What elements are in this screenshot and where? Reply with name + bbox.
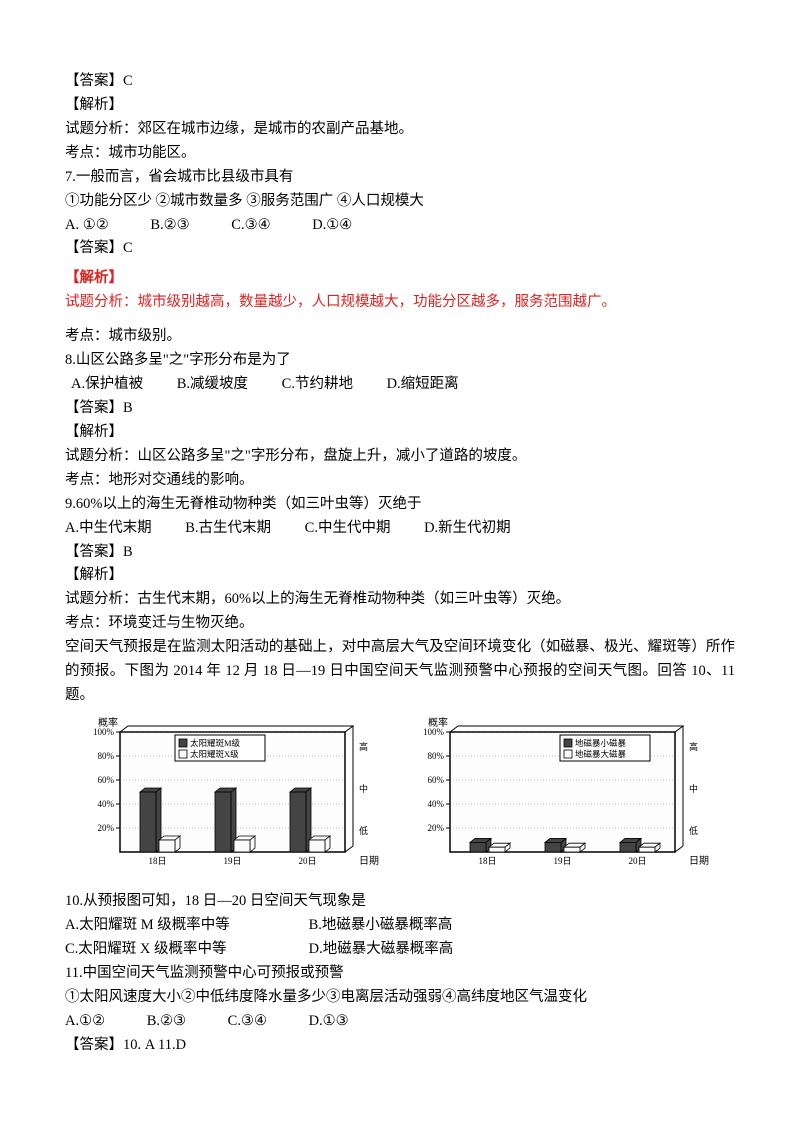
q7-stem: 7.一般而言，省会城市比县级市具有 bbox=[65, 166, 735, 190]
svg-text:80%: 80% bbox=[98, 751, 115, 761]
svg-text:20%: 20% bbox=[98, 823, 115, 833]
svg-text:概率: 概率 bbox=[98, 716, 118, 729]
svg-text:地磁暴小磁暴: 地磁暴小磁暴 bbox=[575, 738, 627, 748]
svg-text:中: 中 bbox=[689, 783, 698, 794]
svg-text:日期: 日期 bbox=[689, 855, 709, 867]
q11-opt-b: B.②③ bbox=[147, 1010, 186, 1034]
svg-text:19日: 19日 bbox=[553, 856, 571, 866]
q9-keypoint: 考点：环境变迁与生物灭绝。 bbox=[65, 612, 735, 636]
passage-q10-11: 空间天气预报是在监测太阳活动的基础上，对中高层大气及空间环境变化（如磁暴、极光、… bbox=[65, 636, 735, 708]
q7-explain-text: 试题分析：城市级别越高，数量越少，人口规模越大，功能分区越多，服务范围越广。 bbox=[65, 291, 735, 315]
q8-explain-head: 【解析】 bbox=[65, 421, 735, 445]
q9-stem: 9.60%以上的海生无脊椎动物种类（如三叶虫等）灭绝于 bbox=[65, 493, 735, 517]
svg-text:40%: 40% bbox=[428, 799, 445, 809]
svg-text:太阳耀斑X级: 太阳耀斑X级 bbox=[190, 749, 239, 759]
q7-options-line: ①功能分区少 ②城市数量多 ③服务范围广 ④人口规模大 bbox=[65, 190, 735, 214]
svg-text:低: 低 bbox=[689, 825, 698, 836]
svg-text:20日: 20日 bbox=[298, 856, 316, 866]
q11-opt-c: C.③④ bbox=[228, 1010, 267, 1034]
q11-opt-d: D.①③ bbox=[309, 1010, 349, 1034]
q6-explain-head: 【解析】 bbox=[65, 94, 735, 118]
svg-text:低: 低 bbox=[359, 825, 368, 836]
svg-text:地磁暴大磁暴: 地磁暴大磁暴 bbox=[575, 749, 627, 759]
q6-keypoint: 考点：城市功能区。 bbox=[65, 142, 735, 166]
q9-opt-c: C.中生代中期 bbox=[305, 517, 391, 541]
svg-text:40%: 40% bbox=[98, 799, 115, 809]
svg-text:18日: 18日 bbox=[148, 856, 166, 866]
q9-opt-b: B.古生代末期 bbox=[185, 517, 271, 541]
q10-stem: 10.从预报图可知，18 日—20 日空间天气现象是 bbox=[65, 890, 735, 914]
q11-options: A.①② B.②③ C.③④ D.①③ bbox=[65, 1010, 735, 1034]
svg-text:18日: 18日 bbox=[478, 856, 496, 866]
svg-text:60%: 60% bbox=[98, 775, 115, 785]
svg-text:中: 中 bbox=[359, 783, 368, 794]
q9-opt-d: D.新生代初期 bbox=[424, 517, 511, 541]
svg-text:80%: 80% bbox=[428, 751, 445, 761]
q11-opt-a: A.①② bbox=[65, 1010, 105, 1034]
q11-stem: 11.中国空间天气监测预警中心可预报或预警 bbox=[65, 962, 735, 986]
q9-opt-a: A.中生代末期 bbox=[65, 517, 152, 541]
q10-row1: A.太阳耀斑 M 级概率中等 B.地磁暴小磁暴概率高 bbox=[65, 914, 735, 938]
q6-explain-text: 试题分析：郊区在城市边缘，是城市的农副产品基地。 bbox=[65, 118, 735, 142]
q9-options: A.中生代末期 B.古生代末期 C.中生代中期 D.新生代初期 bbox=[65, 517, 735, 541]
svg-text:60%: 60% bbox=[428, 775, 445, 785]
q11-options-line: ①太阳风速度大小②中低纬度降水量多少③电离层活动强弱④高纬度地区气温变化 bbox=[65, 986, 735, 1010]
q10-row2: C.太阳耀斑 X 级概率中等 D.地磁暴大磁暴概率高 bbox=[65, 938, 735, 962]
svg-text:概率: 概率 bbox=[428, 716, 448, 729]
q9-answer: 【答案】B bbox=[65, 541, 735, 565]
q10-opt-a: A.太阳耀斑 M 级概率中等 bbox=[65, 914, 305, 938]
q7-answer: 【答案】C bbox=[65, 237, 735, 261]
q7-opt-a: A. ①② bbox=[65, 214, 109, 238]
q8-keypoint: 考点：地形对交通线的影响。 bbox=[65, 469, 735, 493]
chart-right: 100%80%60%40%20%概率18日19日20日日期高中低地磁暴小磁暴地磁… bbox=[410, 714, 710, 884]
svg-text:20%: 20% bbox=[428, 823, 445, 833]
q10-opt-b: B.地磁暴小磁暴概率高 bbox=[309, 917, 453, 933]
q8-stem: 8.山区公路多呈"之"字形分布是为了 bbox=[65, 349, 735, 373]
svg-text:20日: 20日 bbox=[628, 856, 646, 866]
svg-text:19日: 19日 bbox=[223, 856, 241, 866]
q7-opt-c: C.③④ bbox=[231, 214, 270, 238]
svg-text:太阳耀斑M级: 太阳耀斑M级 bbox=[190, 738, 241, 748]
q10-opt-d: D.地磁暴大磁暴概率高 bbox=[309, 941, 454, 957]
q7-opt-b: B.②③ bbox=[150, 214, 189, 238]
q8-opt-a: A.保护植被 bbox=[71, 373, 143, 397]
q8-opt-d: D.缩短距离 bbox=[387, 373, 459, 397]
q8-opt-b: B.减缓坡度 bbox=[177, 373, 248, 397]
q7-keypoint: 考点：城市级别。 bbox=[65, 325, 735, 349]
svg-text:高: 高 bbox=[689, 741, 698, 752]
charts-row: 100%80%60%40%20%概率18日19日20日日期高中低太阳耀斑M级太阳… bbox=[80, 714, 735, 884]
q9-explain-head: 【解析】 bbox=[65, 564, 735, 588]
q7-opt-d: D.①④ bbox=[312, 214, 352, 238]
q6-answer: 【答案】C bbox=[65, 70, 735, 94]
q7-explain-head: 【解析】 bbox=[65, 267, 735, 291]
q9-explain-text: 试题分析：古生代末期，60%以上的海生无脊椎动物种类（如三叶虫等）灭绝。 bbox=[65, 588, 735, 612]
q8-opt-c: C.节约耕地 bbox=[282, 373, 353, 397]
q10-opt-c: C.太阳耀斑 X 级概率中等 bbox=[65, 938, 305, 962]
svg-text:日期: 日期 bbox=[359, 855, 379, 867]
q8-answer: 【答案】B bbox=[65, 397, 735, 421]
q8-options: A.保护植被 B.减缓坡度 C.节约耕地 D.缩短距离 bbox=[65, 373, 735, 397]
q7-options: A. ①② B.②③ C.③④ D.①④ bbox=[65, 214, 735, 238]
answer-10-11: 【答案】10. A 11.D bbox=[65, 1034, 735, 1058]
svg-text:高: 高 bbox=[359, 741, 368, 752]
chart-left: 100%80%60%40%20%概率18日19日20日日期高中低太阳耀斑M级太阳… bbox=[80, 714, 380, 884]
q8-explain-text: 试题分析：山区公路多呈"之"字形分布，盘旋上升，减小了道路的坡度。 bbox=[65, 445, 735, 469]
